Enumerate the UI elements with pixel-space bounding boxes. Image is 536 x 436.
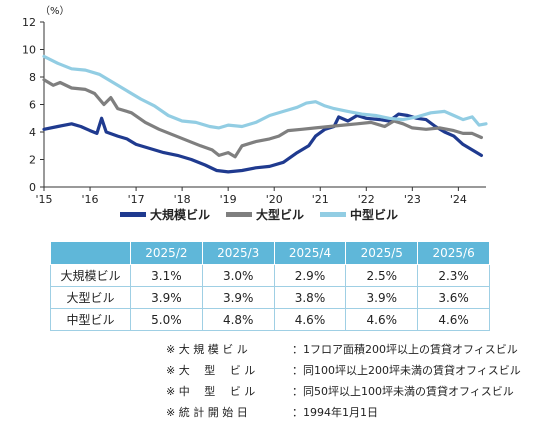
note-desc: ：同100坪以上200坪未満の賃貸オフィスビル [292, 364, 521, 377]
series-line-2 [42, 54, 488, 130]
table-row: 大規模ビル 3.1% 3.0% 2.9% 2.5% 2.3% [50, 264, 490, 287]
legend-item-large: 大型ビル [226, 206, 304, 223]
y-tick-label: 10 [22, 44, 36, 57]
table-header-cell: 2025/5 [345, 241, 419, 265]
vacancy-rate-chart: （%） 0 2 4 6 8 10 12 '15 '16 '17 '18 '19 '20 '21 '22 '23 '… [22, 5, 488, 206]
legend-swatch [320, 211, 347, 217]
table-row-label: 大型ビル [50, 286, 131, 309]
notes-block: ※ 大 規 模 ビ ル ：1フロア面積200坪以上の賃貸オフィスビル ※ 大 型… [166, 339, 521, 423]
table-row: 中型ビル 5.0% 4.8% 4.6% 4.6% 4.6% [50, 308, 490, 331]
x-tick-label: '23 [404, 193, 421, 206]
table-cell: 2.9% [273, 264, 347, 287]
x-tick-label: '19 [220, 193, 237, 206]
table-cell: 5.0% [130, 308, 203, 331]
note-desc: ：1994年1月1日 [292, 406, 378, 419]
legend-label: 大規模ビル [150, 207, 211, 222]
table-header-cell: 2025/2 [130, 241, 203, 265]
y-tick-label: 0 [29, 181, 36, 194]
vacancy-rate-table: 2025/2 2025/3 2025/4 2025/5 2025/6 大規模ビル… [50, 241, 490, 331]
table-header-cell: 2025/3 [201, 241, 275, 265]
x-tick-label: '15 [35, 193, 52, 206]
series-line-0 [42, 112, 483, 174]
table-cell: 3.6% [417, 286, 490, 309]
x-tick-label: '21 [312, 193, 329, 206]
note-row: ※ 統 計 開 始 日 ：1994年1月1日 [166, 402, 521, 423]
y-tick-label: 2 [29, 154, 36, 167]
x-tick-label: '24 [450, 193, 467, 206]
note-desc: ：同50坪以上100坪未満の賃貸オフィスビル [292, 385, 514, 398]
table-cell: 2.5% [345, 264, 419, 287]
x-tick-label: '18 [174, 193, 191, 206]
legend-label: 中型ビル [350, 207, 399, 222]
chart-series-lines [42, 54, 488, 174]
note-label: ※ 統 計 開 始 日 [166, 406, 248, 419]
table-row-label: 中型ビル [50, 308, 131, 331]
table-header-row: 2025/2 2025/3 2025/4 2025/5 2025/6 [50, 241, 490, 265]
table-row-label: 大規模ビル [50, 264, 131, 287]
legend-label: 大型ビル [256, 207, 305, 222]
table-cell: 3.9% [345, 286, 419, 309]
note-row: ※ 大 規 模 ビ ル ：1フロア面積200坪以上の賃貸オフィスビル [166, 339, 521, 360]
table-cell: 4.8% [201, 308, 275, 331]
table-cell: 3.0% [201, 264, 275, 287]
x-tick-label: '16 [82, 193, 99, 206]
legend-swatch [226, 211, 253, 217]
table-cell: 2.3% [417, 264, 490, 287]
note-desc: ：1フロア面積200坪以上の賃貸オフィスビル [292, 343, 518, 356]
note-row: ※ 大 型 ビ ル ：同100坪以上200坪未満の賃貸オフィスビル [166, 360, 521, 381]
legend-item-large-scale: 大規模ビル [120, 206, 210, 223]
legend-swatch [120, 211, 146, 217]
table-corner-cell [50, 241, 131, 265]
note-label: ※ 大 型 ビ ル [166, 364, 256, 377]
series-line-1 [42, 78, 483, 159]
y-axis-unit: （%） [40, 5, 70, 17]
y-tick-label: 12 [22, 16, 36, 29]
table-cell: 3.1% [130, 264, 203, 287]
chart-legend: 大規模ビル 大型ビル 中型ビル [120, 204, 420, 224]
x-tick-label: '20 [266, 193, 283, 206]
x-tick-label: '17 [128, 193, 145, 206]
note-row: ※ 中 型 ビ ル ：同50坪以上100坪未満の賃貸オフィスビル [166, 381, 521, 402]
y-tick-label: 8 [29, 71, 36, 84]
table-cell: 3.9% [201, 286, 275, 309]
table-cell: 4.6% [345, 308, 419, 331]
y-tick-label: 4 [29, 126, 36, 139]
table-cell: 4.6% [417, 308, 490, 331]
x-tick-label: '22 [358, 193, 375, 206]
table-cell: 3.8% [273, 286, 347, 309]
legend-item-medium: 中型ビル [320, 206, 398, 223]
table-cell: 3.9% [130, 286, 203, 309]
table-row: 大型ビル 3.9% 3.9% 3.8% 3.9% 3.6% [50, 286, 490, 309]
y-tick-label: 6 [29, 99, 36, 112]
table-header-cell: 2025/4 [273, 241, 347, 265]
table-header-cell: 2025/6 [417, 241, 490, 265]
table-cell: 4.6% [273, 308, 347, 331]
note-label: ※ 中 型 ビ ル [166, 385, 256, 398]
chart-axes: （%） 0 2 4 6 8 10 12 '15 '16 '17 '18 '19 '20 '21 '22 '23 '… [22, 5, 486, 206]
note-label: ※ 大 規 模 ビ ル [166, 343, 248, 356]
